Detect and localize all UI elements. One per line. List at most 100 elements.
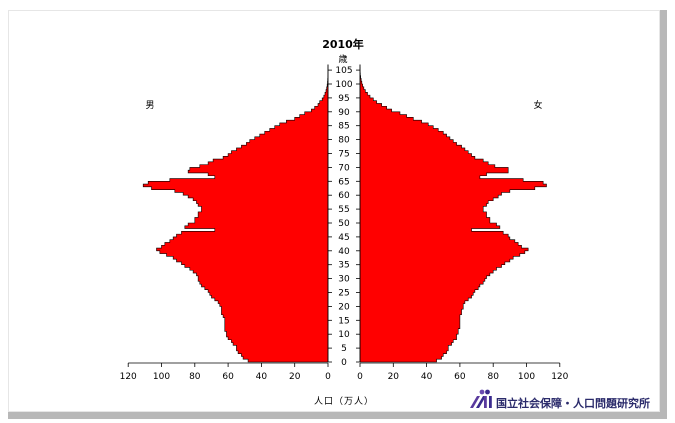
- female-bar-age-83: [360, 128, 438, 131]
- chart-title: 2010年: [322, 37, 364, 51]
- age-tick-label: 45: [338, 233, 349, 243]
- female-bar-age-14: [360, 320, 460, 323]
- female-bar-age-93: [360, 101, 377, 104]
- male-bar-age-4: [236, 348, 328, 351]
- male-bar-age-84: [275, 126, 328, 129]
- age-tick-label: 100: [335, 80, 352, 90]
- male-bar-age-93: [320, 101, 328, 104]
- female-bar-age-12: [360, 326, 460, 329]
- female-bar-age-50: [360, 220, 490, 223]
- male-bar-age-59: [188, 195, 328, 198]
- male-bar-age-26: [205, 287, 328, 290]
- male-bar-age-15: [225, 318, 328, 321]
- female-bar-age-24: [360, 293, 473, 296]
- female-bar-age-67: [360, 173, 487, 176]
- female-bar-age-7: [360, 340, 453, 343]
- female-bar-age-56: [360, 204, 487, 207]
- male-pyramid-outline: [142, 64, 329, 363]
- female-bar-age-82: [360, 131, 443, 134]
- male-bar-age-58: [193, 198, 328, 201]
- age-tick-label: 30: [338, 275, 350, 285]
- male-bar-age-55: [201, 206, 328, 209]
- female-bar-age-80: [360, 137, 450, 140]
- male-bar-age-38: [167, 254, 329, 257]
- male-bar-age-73: [223, 156, 328, 159]
- male-bar-age-13: [225, 323, 328, 326]
- male-bar-age-9: [226, 334, 328, 337]
- x-tick-label-male: 40: [256, 372, 268, 382]
- male-bar-age-49: [188, 223, 328, 226]
- male-bar-age-22: [215, 298, 328, 301]
- female-bar-age-16: [360, 315, 460, 318]
- female-bars: [359, 64, 547, 363]
- female-bar-age-81: [360, 134, 447, 137]
- female-bar-age-27: [360, 284, 480, 287]
- female-bar-age-43: [360, 240, 515, 243]
- male-bar-age-68: [188, 170, 328, 173]
- x-tick-label-female: 120: [551, 372, 568, 382]
- male-bar-age-27: [201, 284, 328, 287]
- female-bar-age-32: [360, 270, 493, 273]
- age-tick-label: 80: [338, 136, 350, 146]
- x-tick-label-male: 60: [222, 372, 234, 382]
- age-tick-label: 10: [338, 330, 350, 340]
- x-tick-label-female: 20: [388, 372, 400, 382]
- x-tick-label-female: 100: [518, 372, 535, 382]
- male-bar-age-33: [190, 267, 328, 270]
- female-bar-age-45: [360, 234, 508, 237]
- male-bar-age-88: [300, 115, 328, 118]
- male-bar-age-41: [162, 245, 329, 248]
- male-bar-age-18: [221, 309, 328, 312]
- female-bar-age-30: [360, 276, 487, 279]
- female-bar-age-19: [360, 306, 463, 309]
- male-bar-age-54: [201, 209, 328, 212]
- age-tick-label: 85: [338, 122, 349, 132]
- female-bar-age-11: [360, 329, 458, 332]
- x-tick-label-male: 120: [120, 372, 137, 382]
- female-bar-age-48: [360, 226, 500, 229]
- female-bar-age-91: [360, 106, 387, 109]
- female-bar-age-88: [360, 115, 407, 118]
- organization-name: 国立社会保障・人口問題研究所: [496, 396, 650, 410]
- male-bar-age-74: [228, 154, 328, 157]
- x-tick-label-male: 80: [189, 372, 201, 382]
- male-bar-age-44: [173, 237, 328, 240]
- female-label: 女: [533, 99, 542, 111]
- female-bar-age-92: [360, 103, 382, 106]
- x-tick-label-male: 20: [289, 372, 301, 382]
- female-bar-age-63: [360, 184, 546, 187]
- female-bar-age-64: [360, 181, 543, 184]
- x-tick-label-male: 100: [153, 372, 170, 382]
- female-bar-age-2: [360, 354, 443, 357]
- male-bar-age-17: [221, 312, 328, 315]
- male-bar-age-20: [220, 304, 328, 307]
- female-bar-age-42: [360, 242, 518, 245]
- female-bar-age-97: [360, 90, 365, 93]
- ipss-logo-icon: [470, 389, 492, 408]
- female-bar-age-87: [360, 117, 413, 120]
- female-bar-age-10: [360, 331, 458, 334]
- age-tick-label: 60: [338, 191, 350, 201]
- female-bar-age-90: [360, 109, 392, 112]
- male-bar-age-36: [176, 259, 328, 262]
- male-bar-age-77: [241, 145, 328, 148]
- male-bar-age-81: [260, 134, 328, 137]
- female-bar-age-96: [360, 92, 367, 95]
- female-bar-age-40: [360, 248, 528, 251]
- female-bar-age-77: [360, 145, 462, 148]
- male-bar-age-79: [250, 140, 328, 143]
- female-bar-age-3: [360, 351, 447, 354]
- age-tick-label: 0: [341, 358, 347, 368]
- age-tick-label: 5: [341, 344, 347, 354]
- female-bar-age-66: [360, 176, 480, 179]
- female-bar-age-79: [360, 140, 453, 143]
- x-axis-title: 人口（万人）: [314, 396, 374, 407]
- female-bar-age-37: [360, 256, 513, 259]
- male-bar-age-30: [198, 276, 328, 279]
- male-bar-age-6: [233, 343, 328, 346]
- male-bar-age-60: [183, 192, 328, 195]
- male-bar-age-61: [175, 190, 328, 193]
- female-bar-age-41: [360, 245, 522, 248]
- male-bar-age-11: [225, 329, 328, 332]
- female-bar-age-1: [360, 356, 442, 359]
